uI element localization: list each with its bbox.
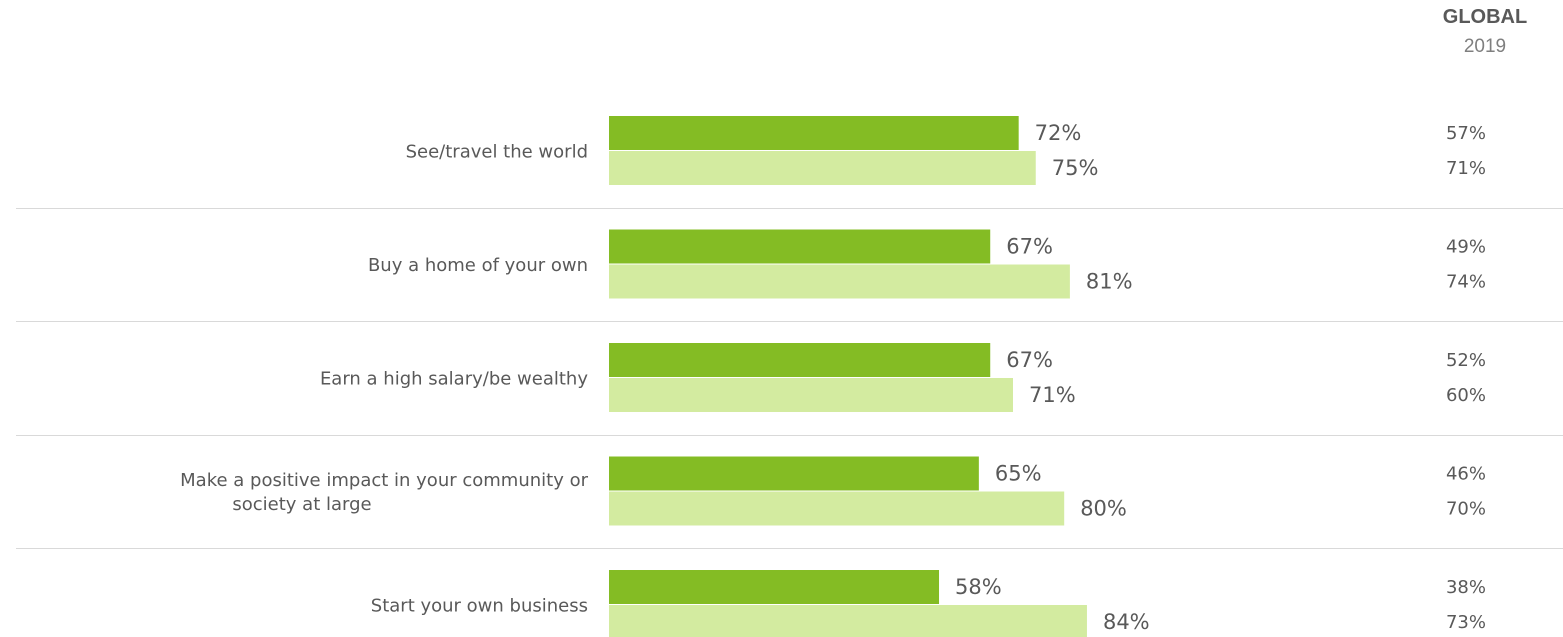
bar-value-label: 72% (1035, 121, 1082, 145)
category-label: Earn a high salary/be wealthy (320, 369, 588, 390)
bar-series-2 (609, 492, 1064, 526)
global-2019-value: 74% (1446, 272, 1486, 293)
bar-value-label: 58% (955, 575, 1002, 599)
bar-value-label: 67% (1006, 348, 1053, 372)
bar-value-label: 75% (1052, 156, 1099, 180)
bar-value-label: 71% (1029, 383, 1076, 407)
bar-value-label: 80% (1080, 497, 1127, 521)
category-label: society at large (232, 494, 371, 515)
bar-value-label: 65% (995, 462, 1042, 486)
global-2019-value: 38% (1446, 577, 1486, 598)
global-2019-value: 49% (1446, 237, 1486, 258)
bar-series-1 (609, 570, 939, 604)
global-2019-value: 60% (1446, 385, 1486, 406)
bar-series-1 (609, 457, 979, 491)
bar-series-2 (609, 265, 1070, 299)
bar-series-1 (609, 230, 990, 264)
global-2019-value: 73% (1446, 612, 1486, 633)
bar-series-2 (609, 151, 1036, 185)
global-2019-value: 71% (1446, 158, 1486, 179)
bar-series-2 (609, 605, 1087, 637)
category-label: See/travel the world (406, 142, 588, 163)
category-label: Make a positive impact in your community… (180, 470, 588, 491)
bar-series-1 (609, 343, 990, 377)
bar-series-1 (609, 116, 1019, 150)
category-label: Start your own business (371, 596, 588, 617)
bar-value-label: 67% (1006, 235, 1053, 259)
global-2019-value: 52% (1446, 350, 1486, 371)
bar-series-2 (609, 378, 1013, 412)
category-label: Buy a home of your own (368, 255, 588, 276)
global-2019-value: 46% (1446, 464, 1486, 485)
bar-value-label: 81% (1086, 270, 1133, 294)
bar-value-label: 84% (1103, 610, 1150, 634)
global-2019-value: 57% (1446, 123, 1486, 144)
global-2019-value: 70% (1446, 499, 1486, 520)
